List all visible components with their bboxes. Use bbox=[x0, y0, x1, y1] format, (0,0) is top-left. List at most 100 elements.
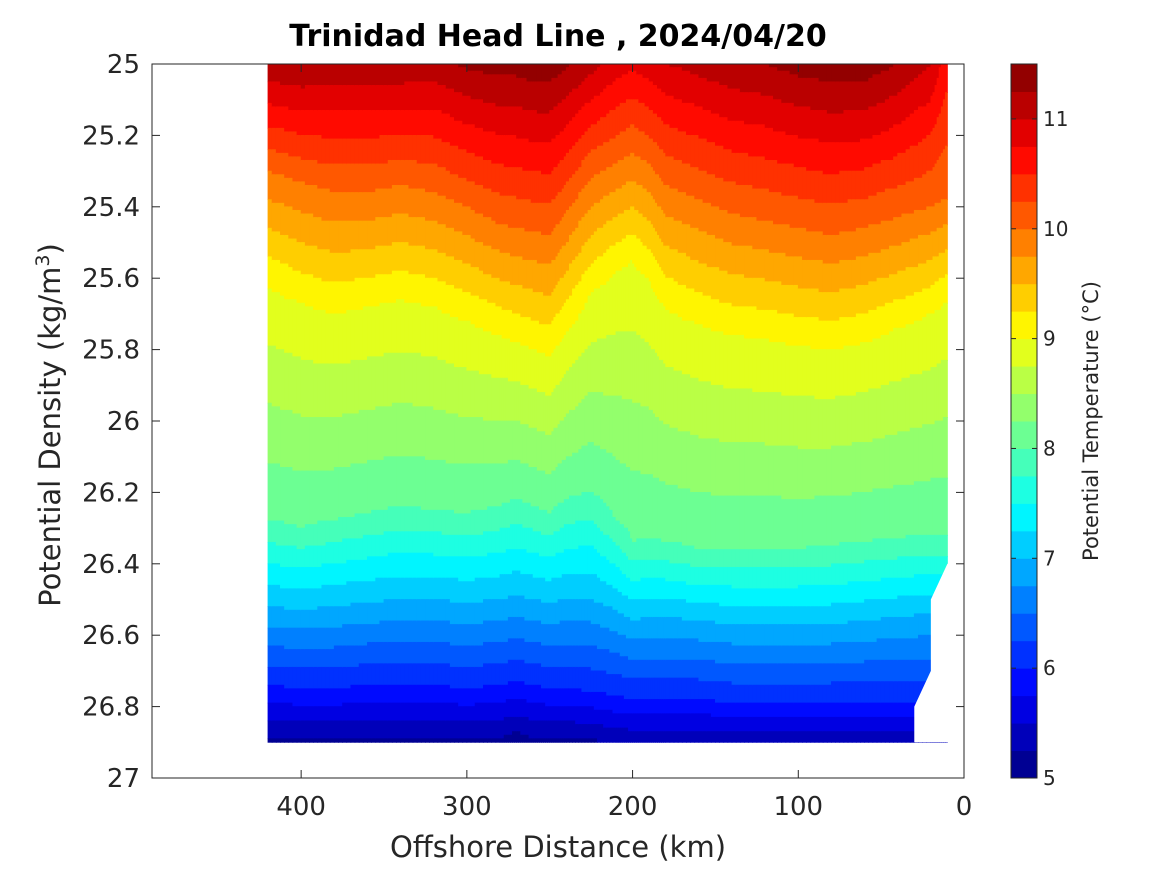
temperature-band-cell bbox=[441, 142, 447, 168]
temperature-band-cell bbox=[367, 459, 372, 515]
temperature-band-cell bbox=[383, 531, 389, 558]
temperature-band-cell bbox=[843, 64, 849, 83]
field-column bbox=[346, 64, 352, 743]
temperature-band-cell bbox=[632, 731, 636, 743]
temperature-band-cell bbox=[913, 177, 919, 211]
temperature-band-cell bbox=[565, 524, 570, 550]
temperature-band-cell bbox=[358, 624, 364, 647]
temperature-band-cell bbox=[333, 720, 339, 740]
temperature-band-cell bbox=[503, 74, 507, 108]
temperature-band-cell bbox=[551, 199, 555, 233]
temperature-band-cell bbox=[532, 738, 536, 743]
temperature-band-cell bbox=[568, 64, 573, 93]
temperature-band-cell bbox=[797, 702, 803, 718]
temperature-band-cell bbox=[835, 64, 841, 83]
temperature-band-cell bbox=[284, 409, 290, 468]
field-column bbox=[632, 64, 636, 743]
temperature-band-cell bbox=[860, 731, 865, 743]
temperature-band-cell bbox=[617, 591, 621, 615]
temperature-band-cell bbox=[526, 663, 530, 686]
temperature-band-cell bbox=[835, 716, 841, 732]
temperature-band-cell bbox=[404, 552, 410, 579]
temperature-band-cell bbox=[621, 713, 625, 729]
temperature-band-cell bbox=[534, 202, 538, 233]
temperature-band-cell bbox=[425, 356, 430, 408]
temperature-band-cell bbox=[267, 520, 273, 543]
temperature-band-cell bbox=[752, 684, 758, 704]
field-column bbox=[855, 64, 861, 743]
temperature-band-cell bbox=[561, 645, 565, 668]
temperature-band-cell bbox=[391, 620, 397, 643]
temperature-band-cell bbox=[379, 188, 385, 218]
temperature-band-cell bbox=[901, 213, 907, 243]
field-column bbox=[466, 64, 472, 743]
temperature-band-cell bbox=[806, 64, 812, 79]
temperature-band-cell bbox=[470, 324, 476, 372]
temperature-band-cell bbox=[514, 659, 517, 683]
temperature-band-cell bbox=[606, 85, 611, 115]
temperature-band-cell bbox=[545, 234, 549, 265]
temperature-band-cell bbox=[309, 738, 314, 743]
temperature-band-cell bbox=[698, 602, 704, 622]
temperature-band-cell bbox=[362, 624, 368, 647]
temperature-band-cell bbox=[470, 706, 476, 722]
temperature-band-cell bbox=[872, 74, 878, 108]
temperature-band-cell bbox=[551, 320, 555, 354]
temperature-band-cell bbox=[354, 538, 360, 561]
temperature-band-cell bbox=[391, 506, 397, 533]
temperature-band-cell bbox=[354, 581, 360, 604]
temperature-band-cell bbox=[387, 135, 393, 161]
temperature-band-cell bbox=[623, 727, 627, 743]
temperature-band-cell bbox=[593, 392, 598, 447]
temperature-band-cell bbox=[677, 67, 683, 101]
temperature-band-cell bbox=[362, 720, 368, 740]
temperature-band-cell bbox=[593, 124, 598, 151]
temperature-band-cell bbox=[420, 577, 426, 600]
temperature-band-cell bbox=[706, 267, 712, 297]
temperature-band-cell bbox=[416, 110, 422, 136]
temperature-band-cell bbox=[673, 677, 679, 700]
temperature-band-cell bbox=[646, 192, 650, 222]
temperature-band-cell bbox=[391, 402, 397, 458]
temperature-band-cell bbox=[541, 142, 544, 176]
temperature-band-cell bbox=[918, 374, 923, 429]
temperature-band-cell bbox=[698, 381, 704, 440]
temperature-band-cell bbox=[636, 581, 640, 600]
temperature-band-cell bbox=[793, 731, 799, 743]
temperature-band-cell bbox=[280, 152, 285, 176]
temperature-band-cell bbox=[474, 156, 480, 186]
temperature-band-cell bbox=[483, 374, 488, 422]
temperature-band-cell bbox=[640, 64, 644, 76]
temperature-band-cell bbox=[578, 620, 583, 647]
temperature-band-cell bbox=[543, 702, 546, 722]
temperature-band-cell bbox=[654, 659, 658, 679]
temperature-band-cell bbox=[371, 64, 377, 86]
temperature-band-cell bbox=[731, 152, 737, 183]
temperature-band-cell bbox=[872, 106, 878, 136]
temperature-band-cell bbox=[897, 716, 903, 732]
temperature-band-cell bbox=[534, 259, 538, 293]
temperature-band-cell bbox=[913, 145, 919, 179]
temperature-band-cell bbox=[518, 342, 522, 383]
temperature-band-cell bbox=[702, 659, 708, 683]
temperature-band-cell bbox=[731, 731, 737, 743]
temperature-band-cell bbox=[437, 663, 443, 686]
temperature-band-cell bbox=[744, 184, 749, 218]
temperature-band-cell bbox=[342, 538, 348, 565]
temperature-band-cell bbox=[495, 135, 501, 165]
temperature-band-cell bbox=[412, 506, 418, 533]
temperature-band-cell bbox=[735, 306, 741, 336]
temperature-band-cell bbox=[650, 349, 654, 411]
temperature-band-cell bbox=[449, 688, 455, 704]
temperature-band-cell bbox=[839, 641, 845, 665]
temperature-band-cell bbox=[609, 85, 614, 111]
temperature-band-cell bbox=[909, 267, 915, 297]
temperature-band-cell bbox=[445, 738, 451, 743]
temperature-band-cell bbox=[897, 616, 903, 640]
temperature-band-cell bbox=[934, 85, 938, 126]
temperature-band-cell bbox=[375, 274, 381, 308]
temperature-band-cell bbox=[646, 616, 650, 640]
temperature-band-cell bbox=[661, 616, 665, 640]
temperature-band-cell bbox=[292, 131, 298, 158]
temperature-band-cell bbox=[445, 577, 451, 600]
